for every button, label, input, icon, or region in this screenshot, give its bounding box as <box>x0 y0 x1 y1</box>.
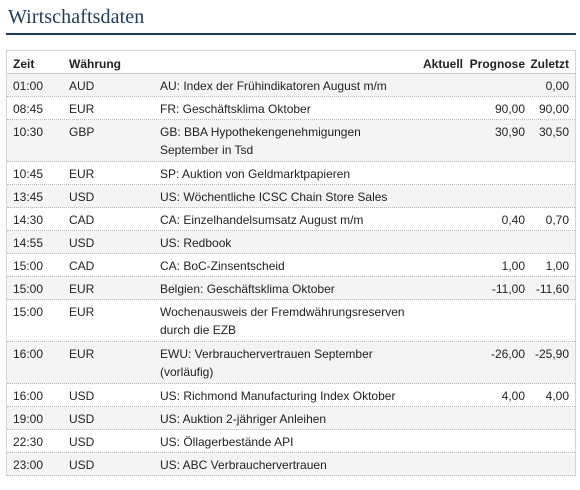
row-prognose: 4,00 <box>501 389 525 403</box>
title-divider <box>6 33 576 35</box>
table-row: 16:00 EUR EWU: Verbrauchervertrauen Septem… <box>7 342 575 384</box>
row-time: 15:00 <box>13 305 44 319</box>
row-prognose: 90,00 <box>494 102 525 116</box>
row-event: US: Wöchentliche ICSC Chain Store Sales <box>160 190 388 204</box>
row-zuletzt: 30,50 <box>538 125 569 139</box>
row-event: CA: BoC-Zinsentscheid <box>160 259 285 273</box>
table-row: 13:45 USD US: Wöchentliche ICSC Chain Stor… <box>7 185 575 208</box>
row-currency: EUR <box>69 305 95 319</box>
row-event: GB: BBA Hypothekengenehmigungen Septembe… <box>160 125 361 157</box>
table-row: 08:45 EUR FR: Geschäftsklima Oktober 90,00 9… <box>7 97 575 120</box>
row-currency: GBP <box>69 125 95 139</box>
table-row: 10:30 GBP GB: BBA Hypothekengenehmigungen … <box>7 120 575 162</box>
row-event: FR: Geschäftsklima Oktober <box>160 102 311 116</box>
row-time: 13:45 <box>13 190 44 204</box>
row-event: SP: Auktion von Geldmarktpapieren <box>160 167 351 181</box>
table-row: 19:00 USD US: Auktion 2-jähriger Anleihen <box>7 407 575 430</box>
row-time: 01:00 <box>13 79 44 93</box>
table-row: 01:00 AUD AU: Index der Frühindikatoren Au… <box>7 74 575 97</box>
row-zuletzt: 0,70 <box>545 213 569 227</box>
row-zuletzt: 1,00 <box>545 259 569 273</box>
row-event: US: Redbook <box>160 236 232 250</box>
row-zuletzt: 90,00 <box>538 102 569 116</box>
table-row: 14:30 CAD CA: Einzelhandelsumsatz August m… <box>7 208 575 231</box>
table-row: 16:00 USD US: Richmond Manufacturing Index… <box>7 384 575 407</box>
row-event: US: Auktion 2-jähriger Anleihen <box>160 412 327 426</box>
row-time: 10:45 <box>13 167 44 181</box>
header-aktuell: Aktuell <box>422 57 463 71</box>
row-zuletzt: -25,90 <box>534 347 569 361</box>
row-event: US: ABC Verbrauchervertrauen <box>160 458 327 472</box>
row-currency: EUR <box>69 347 95 361</box>
row-currency: USD <box>69 435 95 449</box>
row-currency: EUR <box>69 282 95 296</box>
table-row: 23:00 USD US: ABC Verbrauchervertrauen <box>7 453 575 476</box>
row-time: 16:00 <box>13 389 44 403</box>
row-time: 14:55 <box>13 236 44 250</box>
row-currency: AUD <box>69 79 95 93</box>
row-event: EWU: Verbrauchervertrauen September (vor… <box>160 347 373 379</box>
row-time: 22:30 <box>13 435 44 449</box>
row-zuletzt: -11,60 <box>535 282 569 296</box>
table-row: 15:00 EUR Wochenausweis der Fremdwährungsr… <box>7 300 575 342</box>
row-event: Belgien: Geschäftsklima Oktober <box>160 282 335 296</box>
row-currency: CAD <box>69 259 95 273</box>
row-currency: USD <box>69 412 95 426</box>
row-time: 16:00 <box>13 347 44 361</box>
row-prognose: 1,00 <box>501 259 525 273</box>
row-event: CA: Einzelhandelsumsatz August m/m <box>160 213 364 227</box>
row-time: 19:00 <box>13 412 44 426</box>
row-time: 10:30 <box>13 125 44 139</box>
table-row: 22:30 USD US: Öllagerbestände API <box>7 430 575 453</box>
row-currency: USD <box>69 389 95 403</box>
row-currency: EUR <box>69 102 95 116</box>
table-row: 10:45 EUR SP: Auktion von Geldmarktpapiere… <box>7 162 575 185</box>
row-prognose: -11,00 <box>491 282 525 296</box>
header-waehrung: Währung <box>69 57 121 71</box>
row-time: 23:00 <box>13 458 44 472</box>
row-currency: EUR <box>69 167 95 181</box>
row-event: Wochenausweis der Fremdwährungsreserven … <box>160 305 405 337</box>
row-prognose: -26,00 <box>490 347 525 361</box>
row-time: 15:00 <box>13 259 44 273</box>
row-currency: USD <box>69 458 95 472</box>
row-prognose: 30,90 <box>494 125 525 139</box>
widget-title: Wirtschaftsdaten <box>8 6 145 28</box>
row-time: 14:30 <box>13 213 44 227</box>
row-currency: USD <box>69 190 95 204</box>
row-time: 08:45 <box>13 102 44 116</box>
row-currency: CAD <box>69 213 95 227</box>
economic-calendar-table: Zeit Währung Aktuell Prognose Zuletzt 01… <box>6 50 576 476</box>
row-zuletzt: 4,00 <box>545 389 569 403</box>
table-row: 15:00 CAD CA: BoC-Zinsentscheid 1,00 1,00 <box>7 254 575 277</box>
table-row: 15:00 EUR Belgien: Geschäftsklima Oktober -… <box>7 277 575 300</box>
row-event: US: Öllagerbestände API <box>160 435 294 449</box>
row-time: 15:00 <box>13 282 44 296</box>
row-prognose: 0,40 <box>501 213 525 227</box>
row-event: US: Richmond Manufacturing Index Oktober <box>160 389 396 403</box>
row-zuletzt: 0,00 <box>545 79 569 93</box>
header-zuletzt: Zuletzt <box>530 57 569 71</box>
table-header-row: Zeit Währung Aktuell Prognose Zuletzt <box>7 51 575 74</box>
header-zeit: Zeit <box>13 57 35 71</box>
row-event: AU: Index der Frühindikatoren August m/m <box>160 79 387 93</box>
table-row: 14:55 USD US: Redbook <box>7 231 575 254</box>
header-prognose: Prognose <box>469 57 525 71</box>
row-currency: USD <box>69 236 95 250</box>
